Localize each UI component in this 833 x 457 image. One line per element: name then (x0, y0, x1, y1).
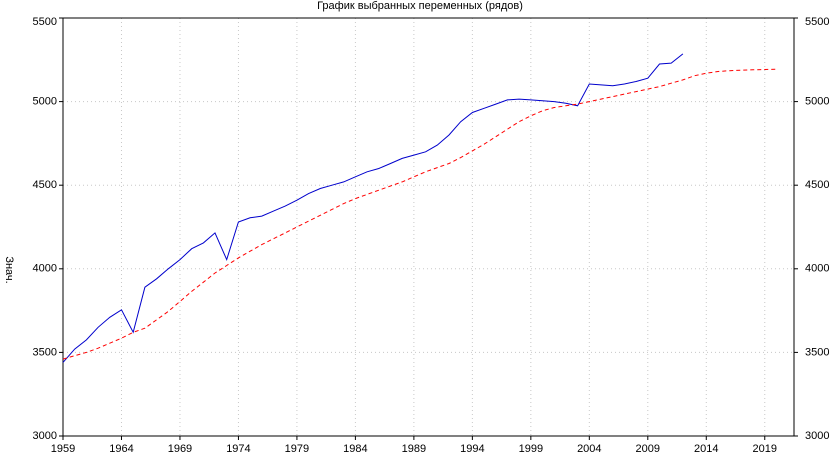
y-tick-label-right: 4500 (805, 179, 829, 191)
x-tick-label: 1984 (343, 443, 367, 455)
series (62, 53, 777, 363)
x-tick-label: 1999 (519, 443, 543, 455)
x-tick-label: 2009 (636, 443, 660, 455)
x-tick-label: 2004 (577, 443, 601, 455)
x-tick-label: 2014 (694, 443, 718, 455)
x-tick-label: 1964 (109, 443, 133, 455)
chart-title: График выбранных переменных (рядов) (317, 0, 523, 12)
y-tick-label-left: 3000 (33, 430, 57, 442)
y-tick-label-left: 5000 (33, 96, 57, 108)
x-tick-label: 2019 (753, 443, 777, 455)
series-line-solid (62, 53, 684, 363)
x-tick-label: 1994 (460, 443, 484, 455)
y-tick-label-right: 3000 (805, 430, 829, 442)
y-tick-label-left: 4500 (33, 179, 57, 191)
x-tick-label: 1979 (285, 443, 309, 455)
x-tick-label: 1974 (226, 443, 250, 455)
plot-frame (62, 17, 795, 437)
axis-ticks: 1959 1964 1969 1974 1979 1984 1989 1994 1999 2004… (33, 16, 830, 455)
x-tick-label: 1989 (402, 443, 426, 455)
y-tick-label-right: 5000 (805, 96, 829, 108)
y-tick-label-left: 4000 (33, 263, 57, 275)
y-tick-label-right: 3500 (805, 346, 829, 358)
y-tick-label-left: 3500 (33, 346, 57, 358)
series-line-dashed (62, 68, 777, 360)
y-tick-label-left: 5500 (33, 16, 57, 28)
x-tick-label: 1969 (168, 443, 192, 455)
y-tick-label-right: 5500 (805, 16, 829, 28)
y-axis-label: Знач. (3, 256, 15, 283)
grid (63, 18, 794, 436)
y-tick-label-right: 4000 (805, 263, 829, 275)
x-tick-label: 1959 (51, 443, 75, 455)
